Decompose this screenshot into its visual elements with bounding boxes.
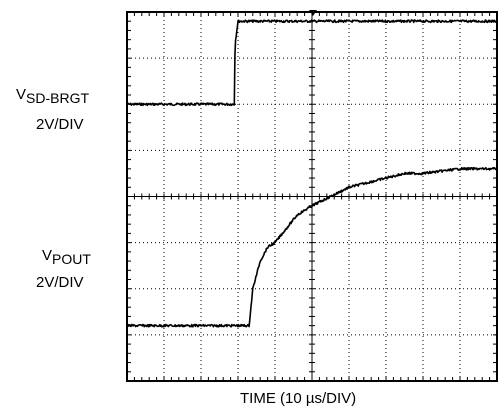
trace-vsd-brgt	[126, 19, 498, 107]
x-axis-label: TIME (10 µs/DIV)	[240, 390, 357, 407]
trace-vpout	[126, 166, 498, 328]
series-1-name: VSD-BRGT	[16, 86, 90, 106]
trigger-marker	[309, 10, 317, 16]
series-2-scale: 2V/DIV	[36, 274, 84, 291]
center-axis-ticks	[126, 11, 498, 382]
series-1-scale: 2V/DIV	[36, 116, 84, 133]
series-2-name: VPOUT	[42, 247, 91, 267]
